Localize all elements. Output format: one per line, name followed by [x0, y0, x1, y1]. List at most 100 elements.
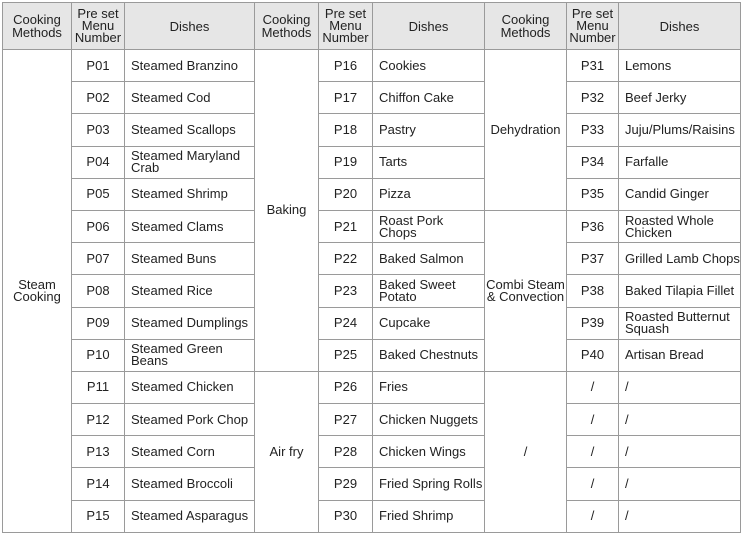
dish-cell: Cookies — [372, 48, 485, 83]
dish-cell: Steamed Rice — [124, 274, 255, 308]
dish-cell: / — [618, 499, 741, 533]
dish-cell: Baked Chestnuts — [372, 338, 485, 372]
dish-cell: Juju/Plums/Raisins — [618, 113, 741, 147]
preset-number-cell: P15 — [71, 499, 125, 533]
preset-number-cell: P03 — [71, 113, 125, 147]
dish-cell: Baked Tilapia Fillet — [618, 274, 741, 308]
preset-number-cell: P37 — [566, 242, 619, 276]
preset-number-cell: P18 — [318, 113, 373, 147]
table-row: P07 Steamed Buns P22 Baked Salmon P37 Grilled… — [3, 242, 741, 276]
dish-cell: Roasted Butternut Squash — [618, 306, 741, 340]
preset-number-cell: P09 — [71, 306, 125, 340]
preset-number-cell: P27 — [318, 403, 373, 437]
preset-number-cell: P04 — [71, 145, 125, 179]
dish-cell: Steamed Chicken — [124, 370, 255, 405]
dish-cell: Fries — [372, 370, 485, 405]
preset-number-cell: P34 — [566, 145, 619, 179]
cooking-method-cell: Steam Cooking — [2, 49, 72, 533]
preset-number-cell: P05 — [71, 177, 125, 211]
dish-cell: Steamed Branzino — [124, 48, 255, 83]
preset-number-cell: P10 — [71, 338, 125, 372]
preset-number-cell: P17 — [318, 81, 373, 115]
dish-cell: Fried Spring Rolls — [372, 467, 485, 501]
preset-number-cell: P14 — [71, 467, 125, 501]
dish-cell: Steamed Green Beans — [124, 338, 255, 372]
dish-cell: Roasted Whole Chicken — [618, 209, 741, 244]
preset-number-cell: P24 — [318, 306, 373, 340]
dish-cell: Chiffon Cake — [372, 81, 485, 115]
table-row: P04 Steamed Maryland Crab P19 Tarts P34 Farfa… — [3, 145, 741, 179]
table-row: P02 Steamed Cod P17 Chiffon Cake P32 Beef Jer… — [3, 81, 741, 115]
table-row: P12 Steamed Pork Chop P27 Chicken Nuggets / / — [3, 403, 741, 437]
table-row: P14 Steamed Broccoli P29 Fried Spring Rolls… — [3, 467, 741, 501]
preset-number-cell: P11 — [71, 370, 125, 405]
preset-number-cell: P16 — [318, 48, 373, 83]
table-row: P13 Steamed Corn P28 Chicken Wings / / — [3, 435, 741, 469]
table-body: Steam Cooking P01 Steamed Branzino Baking P1… — [2, 48, 741, 533]
header-preset-number: Pre set Menu Number — [71, 2, 125, 50]
dish-cell: Pizza — [372, 177, 485, 211]
cooking-method-cell: Baking — [254, 49, 319, 372]
dish-cell: Steamed Dumplings — [124, 306, 255, 340]
table-row: P11 Steamed Chicken Air fry P26 Fries / / / — [3, 370, 741, 533]
preset-number-cell: P22 — [318, 242, 373, 276]
dish-cell: Candid Ginger — [618, 177, 741, 211]
preset-number-cell: P23 — [318, 274, 373, 308]
header-preset-number: Pre set Menu Number — [318, 2, 373, 50]
header-cooking-methods: Cooking Methods — [2, 2, 72, 50]
table-row: P06 Steamed Clams P21 Roast Pork Chops Combi… — [3, 209, 741, 372]
preset-number-cell: P13 — [71, 435, 125, 469]
header-row: Cooking Methods Pre set Menu Number Dish… — [2, 2, 741, 50]
dish-cell: / — [618, 467, 741, 501]
table-row: P15 Steamed Asparagus P30 Fried Shrimp / / — [3, 499, 741, 533]
cooking-method-cell: Combi Steam & Convection — [484, 209, 567, 372]
dish-cell: Artisan Bread — [618, 338, 741, 372]
dish-cell: Fried Shrimp — [372, 499, 485, 533]
header-dishes: Dishes — [372, 2, 485, 50]
dish-cell: Steamed Broccoli — [124, 467, 255, 501]
table-row: P05 Steamed Shrimp P20 Pizza P35 Candid Ginge… — [3, 177, 741, 211]
cooking-method-cell: Dehydration — [484, 49, 567, 211]
dish-cell: Steamed Buns — [124, 242, 255, 276]
dish-cell: Steamed Scallops — [124, 113, 255, 147]
dish-cell: Steamed Clams — [124, 209, 255, 244]
header-cooking-methods: Cooking Methods — [484, 2, 567, 50]
preset-number-cell: / — [566, 435, 619, 469]
dish-cell: Farfalle — [618, 145, 741, 179]
dish-cell: / — [618, 435, 741, 469]
preset-number-cell: / — [566, 467, 619, 501]
header-dishes: Dishes — [618, 2, 741, 50]
preset-number-cell: P07 — [71, 242, 125, 276]
dish-cell: Roast Pork Chops — [372, 209, 485, 244]
preset-number-cell: P08 — [71, 274, 125, 308]
preset-number-cell: P35 — [566, 177, 619, 211]
dish-cell: Steamed Cod — [124, 81, 255, 115]
preset-number-cell: P12 — [71, 403, 125, 437]
preset-number-cell: P20 — [318, 177, 373, 211]
preset-number-cell: / — [566, 403, 619, 437]
preset-number-cell: / — [566, 499, 619, 533]
header-cooking-methods: Cooking Methods — [254, 2, 319, 50]
dish-cell: / — [618, 370, 741, 405]
preset-number-cell: / — [566, 370, 619, 405]
dish-cell: Chicken Wings — [372, 435, 485, 469]
preset-number-cell: P28 — [318, 435, 373, 469]
preset-number-cell: P02 — [71, 81, 125, 115]
header-preset-number: Pre set Menu Number — [566, 2, 619, 50]
table-row: P09 Steamed Dumplings P24 Cupcake P39 Roasted… — [3, 306, 741, 340]
dish-cell: Baked Sweet Potato — [372, 274, 485, 308]
dish-cell: Chicken Nuggets — [372, 403, 485, 437]
preset-number-cell: P01 — [71, 48, 125, 83]
preset-number-cell: P39 — [566, 306, 619, 340]
dish-cell: Lemons — [618, 48, 741, 83]
dish-cell: Baked Salmon — [372, 242, 485, 276]
dish-cell: Steamed Pork Chop — [124, 403, 255, 437]
table-row: P08 Steamed Rice P23 Baked Sweet Potato P38 B… — [3, 274, 741, 308]
preset-number-cell: P19 — [318, 145, 373, 179]
preset-number-cell: P30 — [318, 499, 373, 533]
dish-cell: Tarts — [372, 145, 485, 179]
table-row: P10 Steamed Green Beans P25 Baked Chestnuts… — [3, 338, 741, 372]
dish-cell: Steamed Maryland Crab — [124, 145, 255, 179]
preset-number-cell: P26 — [318, 370, 373, 405]
